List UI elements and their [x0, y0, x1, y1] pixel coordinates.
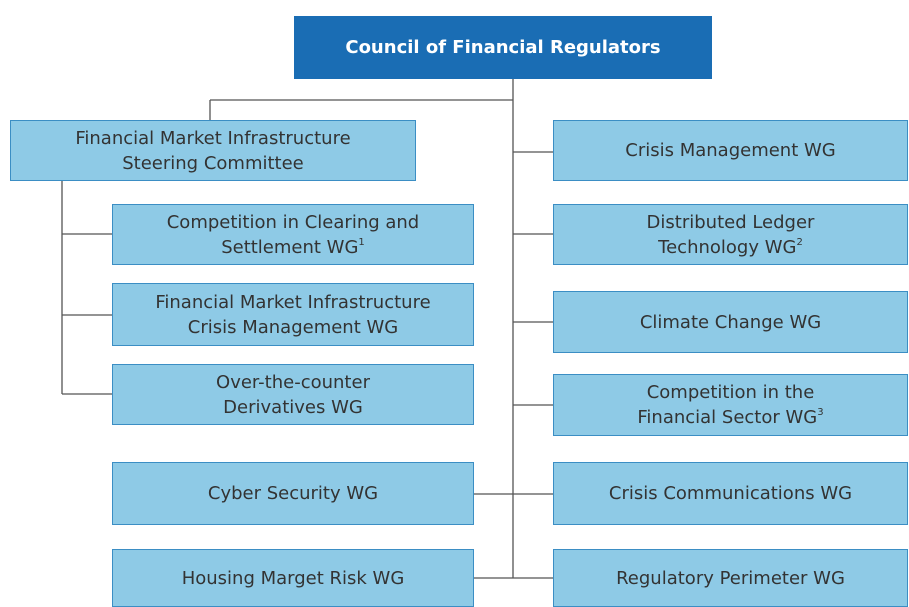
node-box: Distributed Ledger Technology WG2	[553, 204, 908, 265]
node-text: Financial Market Infrastructure	[155, 291, 431, 313]
node-line: Cyber Security WG	[208, 481, 378, 506]
node-text: Technology WG	[658, 236, 797, 258]
node-text: Competition in the	[646, 382, 815, 403]
node-box: Competition in the Financial Sector WG3	[553, 374, 908, 436]
node-box: Over-the-counter Derivatives WG	[112, 364, 474, 425]
node-line: Steering Committee	[122, 151, 304, 176]
node-box: Financial Market Infrastructure Crisis Ma…	[112, 283, 474, 346]
node-line: Financial Market Infrastructure	[75, 126, 350, 151]
node-line: Crisis Management WG	[188, 315, 399, 340]
node-text: Settlement WG	[221, 236, 359, 258]
node-line: Financial Sector WG3	[637, 405, 823, 430]
node-line: Crisis Communications WG	[609, 481, 852, 506]
node-line: Housing Marget Risk WG	[182, 566, 405, 591]
node-line: Distributed Ledger	[647, 210, 815, 235]
footnote-mark: 2	[796, 236, 803, 248]
node-line: Climate Change WG	[640, 310, 821, 335]
node-box: Competition in Clearing and Settlement WG…	[112, 204, 474, 265]
node-text: Housing Marget Risk WG	[181, 567, 405, 589]
node-text: Cyber Security WG	[207, 483, 379, 504]
root-box: Council of Financial Regulators	[294, 16, 712, 79]
node-text: Derivatives WG	[223, 396, 363, 418]
node-text: Crisis Management WG	[187, 316, 399, 338]
node-text: Distributed Ledger	[646, 211, 815, 233]
footnote-mark: 1	[358, 236, 365, 248]
node-box: Financial Market Infrastructure Steering …	[10, 120, 416, 181]
node-line: Crisis Management WG	[625, 138, 836, 163]
root-label: Council of Financial Regulators	[345, 37, 661, 58]
node-line: Competition in Clearing and	[167, 210, 420, 235]
node-text: Competition in Clearing and	[166, 211, 420, 233]
node-line: Financial Market Infrastructure	[155, 290, 430, 315]
node-text: Over-the-counter	[216, 371, 370, 393]
node-box: Housing Marget Risk WG	[112, 549, 474, 607]
node-box: Climate Change WG	[553, 291, 908, 353]
node-box: Crisis Communications WG	[553, 462, 908, 525]
footnote-mark: 3	[817, 407, 824, 418]
node-text: Crisis Communications WG	[608, 483, 853, 504]
node-line: Regulatory Perimeter WG	[616, 566, 845, 591]
node-line: Derivatives WG	[223, 395, 363, 420]
node-line: Competition in the	[647, 380, 815, 405]
node-text: Crisis Management WG	[625, 140, 836, 161]
node-text: Climate Change WG	[639, 311, 822, 333]
node-text: Financial Sector WG	[637, 407, 818, 428]
node-text: Financial Market Infrastructure	[75, 127, 351, 149]
node-box: Cyber Security WG	[112, 462, 474, 525]
node-line: Technology WG2	[658, 235, 803, 260]
node-box: Regulatory Perimeter WG	[553, 549, 908, 607]
node-text: Steering Committee	[122, 152, 304, 174]
node-text: Regulatory Perimeter WG	[616, 567, 845, 589]
node-line: Over-the-counter	[216, 370, 370, 395]
node-line: Settlement WG1	[221, 235, 365, 260]
node-box: Crisis Management WG	[553, 120, 908, 181]
